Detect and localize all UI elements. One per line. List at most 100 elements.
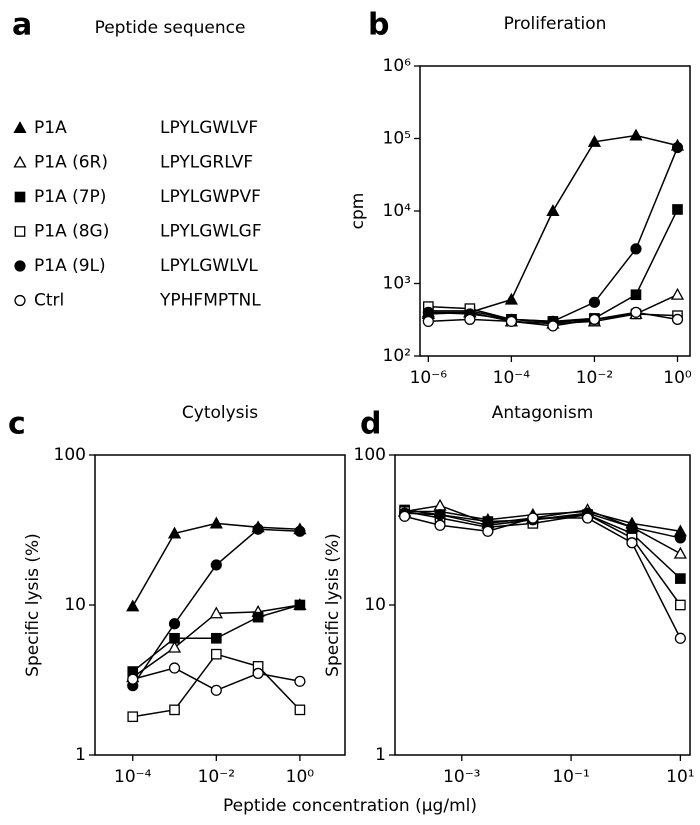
- data-point: [671, 141, 684, 154]
- x-axis-label: Peptide concentration (µg/ml): [223, 796, 477, 816]
- legend-sequence: LPYLGWLGF: [160, 222, 262, 242]
- data-point: [168, 662, 181, 674]
- series-line: [404, 515, 682, 639]
- data-point: [252, 611, 264, 623]
- panel-letter: d: [360, 407, 381, 442]
- panel-letter: a: [12, 8, 32, 43]
- plot-frame: [394, 454, 691, 756]
- data-point: [294, 525, 306, 537]
- data-point: [626, 521, 638, 533]
- data-point: [168, 618, 181, 630]
- y-axis-label: Specific lysis (%): [323, 533, 343, 677]
- data-point: [626, 537, 638, 549]
- data-point: [675, 599, 686, 611]
- data-point: [504, 292, 518, 305]
- x-tick-label: 10⁰: [286, 767, 315, 787]
- y-tick-label: 1: [75, 745, 86, 765]
- data-point: [294, 675, 306, 687]
- x-tick-label: 10⁻⁶: [410, 368, 448, 388]
- data-point: [126, 599, 140, 612]
- data-point: [630, 243, 642, 255]
- data-point: [167, 640, 182, 653]
- data-point: [209, 516, 223, 529]
- data-point: [434, 519, 446, 531]
- legend-sequence: YPHFMPTNL: [159, 291, 261, 311]
- data-point: [671, 313, 684, 325]
- data-point: [464, 313, 476, 325]
- data-point: [674, 632, 686, 644]
- data-point: [588, 296, 601, 308]
- data-point: [209, 606, 223, 619]
- y-tick-label: 100: [354, 445, 386, 465]
- legend-name: P1A (6R): [34, 153, 108, 173]
- legend-marker: [13, 155, 27, 168]
- x-tick-label: 10⁻²: [198, 767, 235, 787]
- data-point: [675, 573, 686, 584]
- y-tick-label: 10⁵: [383, 129, 411, 149]
- legend-sequence: LPYLGRLVF: [160, 153, 253, 173]
- data-point: [674, 532, 686, 544]
- y-axis-label: Specific lysis (%): [23, 533, 43, 677]
- legend-sequence: LPYLGWPVF: [160, 187, 261, 207]
- legend-marker: [14, 260, 26, 272]
- legend-name: P1A (9L): [34, 256, 106, 276]
- data-point: [422, 315, 434, 328]
- chart-title: Proliferation: [504, 14, 607, 34]
- legend-name: P1A (7P): [34, 187, 106, 207]
- legend-marker: [14, 226, 26, 237]
- legend-sequence: LPYLGWLVL: [160, 256, 258, 276]
- data-point: [167, 526, 182, 539]
- y-tick-label: 10⁴: [383, 201, 412, 221]
- x-tick-label: 10⁻¹: [552, 767, 589, 787]
- series-line: [404, 509, 681, 580]
- legend-marker: [13, 121, 27, 134]
- data-point: [670, 287, 685, 300]
- data-point: [581, 512, 594, 524]
- data-point: [252, 523, 264, 535]
- data-point: [527, 512, 539, 524]
- panel-letter: c: [8, 407, 26, 442]
- data-point: [127, 711, 139, 723]
- x-tick-label: 10⁻²: [576, 368, 613, 388]
- data-point: [169, 632, 180, 644]
- data-point: [210, 632, 222, 644]
- data-point: [673, 546, 687, 559]
- data-point: [587, 134, 602, 147]
- data-point: [505, 315, 517, 328]
- y-tick-label: 100: [54, 445, 86, 465]
- data-point: [672, 204, 683, 215]
- data-point: [399, 510, 411, 522]
- data-point: [434, 509, 446, 521]
- data-point: [546, 204, 560, 217]
- data-point: [210, 648, 222, 660]
- data-point: [588, 313, 601, 325]
- legend-name: Ctrl: [34, 291, 64, 311]
- y-tick-label: 10⁶: [383, 56, 412, 76]
- data-point: [547, 320, 559, 332]
- data-point: [252, 667, 264, 679]
- data-point: [169, 704, 180, 716]
- legend-marker: [14, 294, 26, 307]
- y-tick-label: 10²: [383, 346, 411, 366]
- y-tick-label: 10: [64, 595, 86, 615]
- data-point: [210, 684, 222, 696]
- legend-marker: [14, 191, 26, 203]
- legend-name: P1A (8G): [34, 222, 109, 242]
- chart-title: Antagonism: [492, 403, 594, 423]
- y-tick-label: 10³: [383, 274, 411, 294]
- y-tick-label: 10: [364, 595, 386, 615]
- data-point: [482, 525, 494, 537]
- data-point: [629, 128, 643, 141]
- legend-title: Peptide sequence: [95, 18, 246, 38]
- x-tick-label: 10⁻³: [443, 767, 480, 787]
- data-point: [630, 289, 642, 301]
- y-axis-label: cpm: [348, 193, 368, 230]
- x-tick-label: 10⁻⁴: [493, 368, 531, 388]
- data-point: [127, 673, 139, 685]
- legend-sequence: LPYLGWLVF: [160, 118, 258, 138]
- x-tick-label: 10¹: [666, 767, 694, 787]
- chart-title: Cytolysis: [182, 403, 258, 423]
- data-point: [433, 498, 447, 511]
- data-point: [630, 306, 642, 318]
- data-point: [294, 704, 306, 716]
